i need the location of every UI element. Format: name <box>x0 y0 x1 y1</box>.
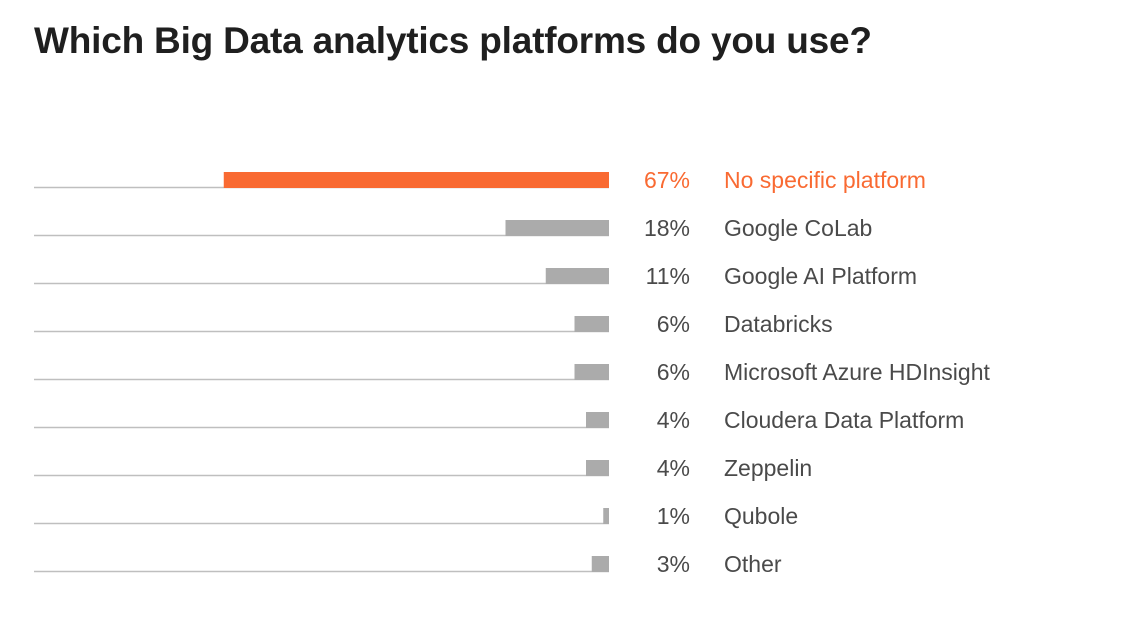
value-label-3: 6% <box>657 311 690 337</box>
chart-title: Which Big Data analytics platforms do yo… <box>34 20 872 61</box>
category-label-1: Google CoLab <box>724 215 872 241</box>
category-label-0: No specific platform <box>724 167 926 193</box>
value-label-5: 4% <box>657 407 690 433</box>
category-label-3: Databricks <box>724 311 833 337</box>
bar-8 <box>591 556 609 572</box>
value-label-8: 3% <box>657 551 690 577</box>
category-label-8: Other <box>724 551 782 577</box>
category-label-5: Cloudera Data Platform <box>724 407 964 433</box>
bar-2 <box>545 268 609 284</box>
category-label-6: Zeppelin <box>724 455 812 481</box>
value-label-6: 4% <box>657 455 690 481</box>
bar-5 <box>586 412 609 428</box>
value-label-0: 67% <box>644 167 690 193</box>
category-label-4: Microsoft Azure HDInsight <box>724 359 990 385</box>
value-label-1: 18% <box>644 215 690 241</box>
bar-4 <box>574 364 609 380</box>
bar-3 <box>574 316 609 332</box>
bar-0 <box>223 172 609 188</box>
value-label-7: 1% <box>657 503 690 529</box>
category-label-7: Qubole <box>724 503 798 529</box>
value-label-4: 6% <box>657 359 690 385</box>
value-label-2: 11% <box>646 263 690 289</box>
bar-1 <box>505 220 609 236</box>
bar-6 <box>586 460 609 476</box>
category-label-2: Google AI Platform <box>724 263 917 289</box>
bar-7 <box>603 508 609 524</box>
